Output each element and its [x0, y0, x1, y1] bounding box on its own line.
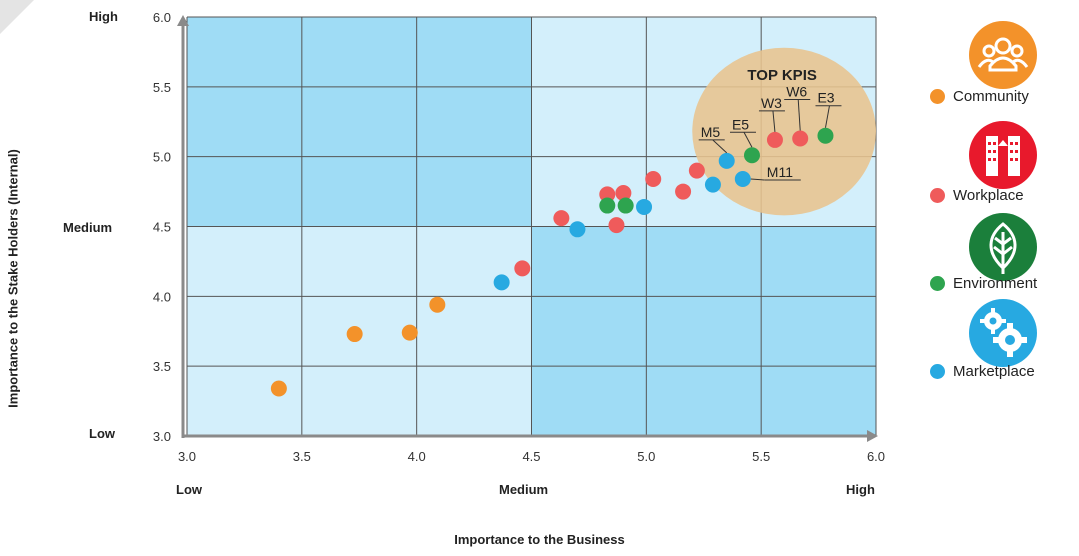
point-workplace [553, 210, 570, 227]
leader-line [712, 139, 728, 154]
point-marketplace [734, 171, 751, 188]
legend-item-marketplace: Marketplace [930, 363, 1035, 380]
leader-line [797, 99, 801, 131]
axes [177, 15, 878, 442]
point-environment [817, 127, 834, 144]
legend-dot-workplace [930, 188, 945, 203]
quadrant-backgrounds [187, 17, 876, 436]
x-tick-label: 6.0 [867, 449, 885, 464]
point-marketplace [569, 221, 586, 238]
point-marketplace [636, 198, 653, 215]
x-axis-title: Importance to the Business [454, 532, 625, 547]
x-axis-arrow [867, 430, 878, 442]
legend-label-workplace: Workplace [953, 187, 1024, 204]
leaf-icon [969, 213, 1037, 281]
point-workplace [645, 171, 662, 188]
point-workplace [675, 183, 692, 200]
leader-line [824, 105, 830, 128]
point-marketplace [718, 152, 735, 169]
x-level-medium: Medium [499, 482, 549, 497]
y-axis-arrow [177, 15, 189, 26]
point-workplace [792, 130, 809, 147]
y-tick-label: 6.0 [153, 10, 171, 25]
y-axis-title: Importance to the Stake Holders (Interna… [5, 149, 21, 408]
point-community [270, 380, 287, 397]
legend-label-environment: Environment [953, 275, 1038, 292]
leader-line [750, 178, 765, 181]
gears-icon [969, 299, 1037, 367]
y-tick-label: 5.0 [153, 150, 171, 165]
y-level-medium: Medium [63, 220, 113, 235]
point-environment [599, 197, 616, 214]
x-tick-label: 4.5 [522, 449, 540, 464]
legend-item-community: Community [930, 88, 1029, 105]
x-level-high: High [846, 482, 875, 497]
point-environment [743, 147, 760, 164]
tick-labels: 3.0 3.5 4.0 4.5 5.0 5.5 6.0 3.0 3.5 4.0 4.5 5.0 5.5 6… [153, 10, 885, 464]
point-community [401, 324, 418, 341]
point-marketplace [704, 176, 721, 193]
legend-dot-community [930, 89, 945, 104]
building-icon [969, 121, 1037, 189]
point-community [346, 326, 363, 343]
x-tick-label: 3.0 [178, 449, 196, 464]
legend-dot-marketplace [930, 364, 945, 379]
legend-item-workplace: Workplace [930, 187, 1024, 204]
y-level-high: High [89, 9, 118, 24]
point-workplace [688, 162, 705, 179]
point-community [429, 296, 446, 313]
x-tick-label: 5.5 [752, 449, 770, 464]
y-tick-label: 3.5 [153, 359, 171, 374]
y-tick-label: 3.0 [153, 429, 171, 444]
people-group-icon [969, 21, 1037, 89]
quadrant-bottom-right [531, 226, 876, 436]
leader-line [772, 110, 776, 132]
point-workplace [615, 184, 632, 201]
point-label-w6: W6 [786, 84, 807, 100]
leader-line [743, 132, 753, 148]
y-tick-label: 4.0 [153, 289, 171, 304]
point-workplace [599, 186, 616, 203]
point-environment [617, 197, 634, 214]
point-label-w3: W3 [761, 95, 782, 111]
point-workplace [608, 217, 625, 234]
data-points [270, 127, 834, 397]
x-tick-label: 4.0 [408, 449, 426, 464]
corner-decoration [0, 0, 34, 34]
x-tick-label: 5.0 [637, 449, 655, 464]
point-label-e3: E3 [817, 90, 834, 106]
point-marketplace [493, 274, 510, 291]
point-workplace [766, 131, 783, 148]
y-tick-label: 5.5 [153, 80, 171, 95]
quadrant-top-left [187, 17, 532, 227]
top-kpis-label: TOP KPIS [747, 67, 816, 84]
legend-label-community: Community [953, 88, 1029, 105]
x-level-low: Low [176, 482, 202, 497]
y-tick-label: 4.5 [153, 220, 171, 235]
point-label-m5: M5 [701, 124, 721, 140]
point-workplace [514, 260, 531, 277]
legend-dot-environment [930, 276, 945, 291]
y-level-low: Low [89, 426, 115, 441]
legend-label-marketplace: Marketplace [953, 363, 1035, 380]
point-label-m11: M11 [767, 164, 793, 180]
x-tick-label: 3.5 [293, 449, 311, 464]
legend-item-environment: Environment [930, 275, 1037, 292]
point-label-e5: E5 [732, 116, 749, 132]
